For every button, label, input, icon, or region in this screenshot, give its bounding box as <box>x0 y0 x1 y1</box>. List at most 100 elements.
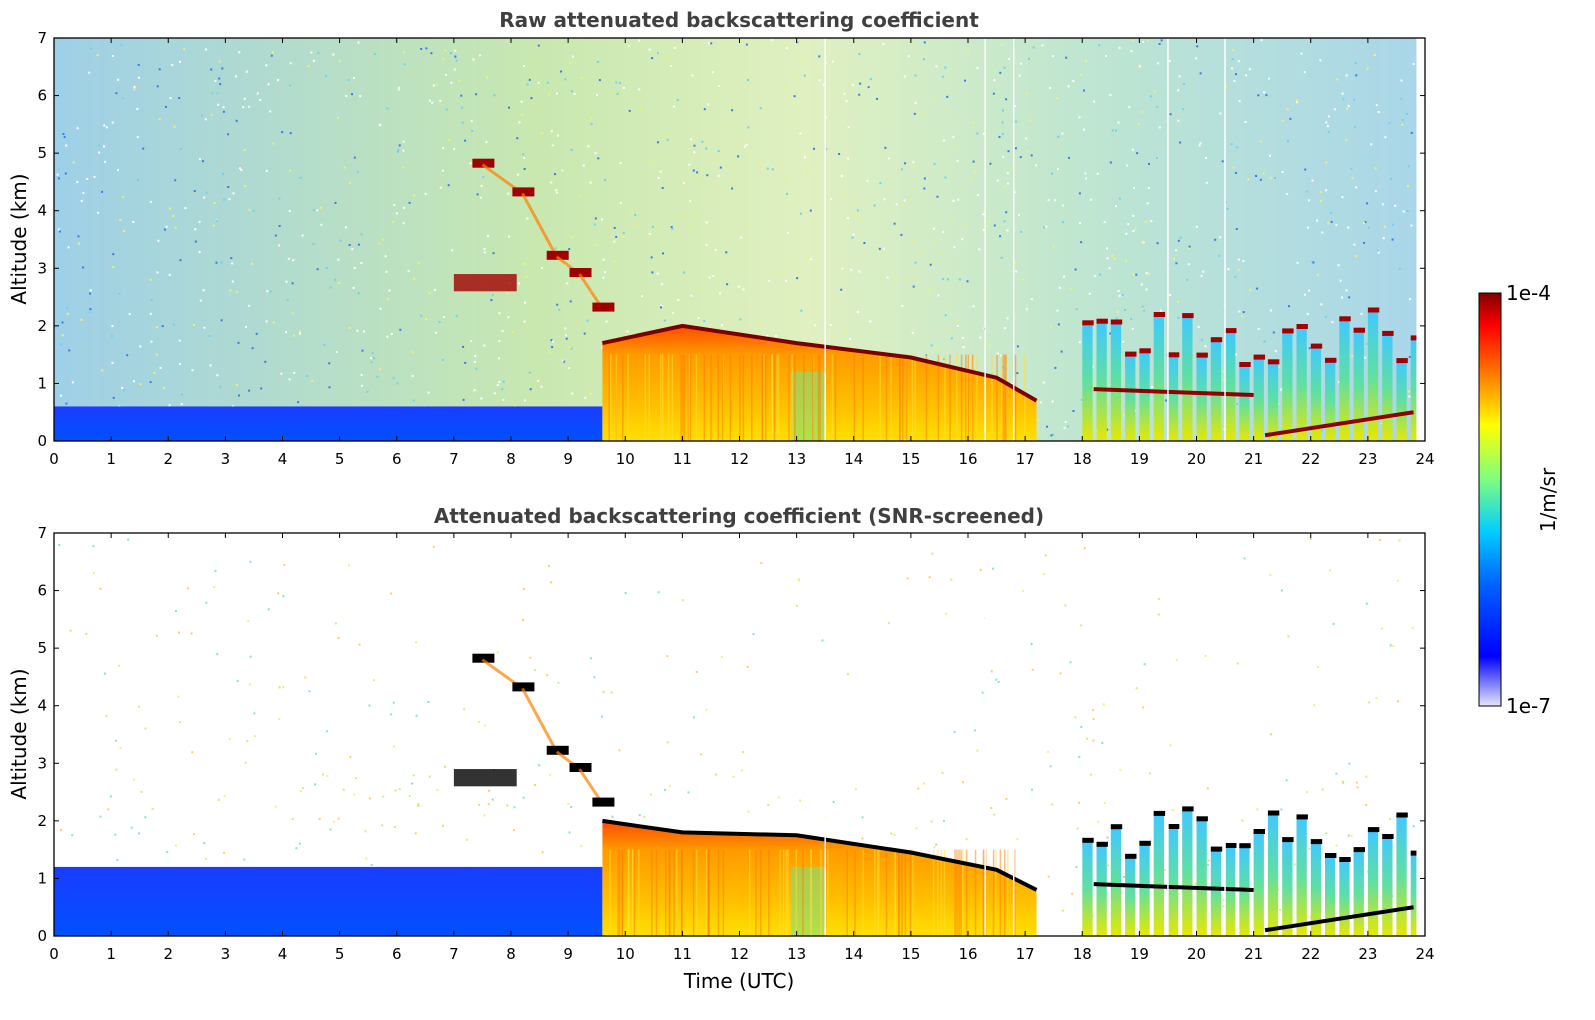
cloud-column <box>1082 323 1093 441</box>
low-cloud-line <box>1093 882 1254 892</box>
cloud-top <box>1139 348 1151 354</box>
x-tick-label: 8 <box>506 945 516 963</box>
cloud-top <box>1353 327 1365 333</box>
y-axis-title: Altitude (km) <box>7 668 31 799</box>
x-tick-label: 14 <box>844 945 863 963</box>
cloud-top <box>1153 810 1166 816</box>
cloud-top <box>1382 330 1394 336</box>
elevated-aerosol-layer <box>453 653 615 807</box>
y-tick-label: 4 <box>37 202 47 220</box>
y-tick-label: 5 <box>37 639 47 657</box>
cloud-top <box>1167 352 1180 358</box>
cloud-top <box>1182 313 1194 319</box>
cloud-column <box>1139 843 1150 936</box>
x-tick-label: 2 <box>163 945 173 963</box>
cloud-column <box>1139 351 1150 441</box>
x-tick-label: 20 <box>1187 450 1206 468</box>
y-tick-label: 5 <box>37 144 47 162</box>
x-tick-label: 21 <box>1244 945 1263 963</box>
cloud-column <box>1167 355 1179 441</box>
x-tick-label: 20 <box>1187 945 1206 963</box>
cloud-top <box>1096 318 1108 324</box>
cloud-column <box>1310 842 1322 936</box>
cloud-top <box>1139 840 1151 846</box>
aerosol-segment <box>472 653 495 663</box>
y-tick-label: 3 <box>37 754 47 772</box>
x-tick-label: 0 <box>49 450 59 468</box>
x-tick-label: 2 <box>163 450 173 468</box>
cloud-column <box>1225 331 1236 441</box>
aerosol-segment <box>453 769 517 787</box>
x-tick-label: 15 <box>901 945 920 963</box>
x-tick-label: 18 <box>1073 945 1092 963</box>
cloud-top <box>1382 834 1394 839</box>
cloud-top <box>1310 839 1323 845</box>
cloud-column <box>1382 333 1393 441</box>
layer-top-line <box>601 323 1038 403</box>
cloud-top <box>1210 846 1223 852</box>
x-tick-label: 11 <box>673 945 692 963</box>
cloud-top <box>1296 814 1308 820</box>
cloud-top <box>1396 358 1408 364</box>
y-tick-label: 1 <box>37 374 47 392</box>
plot-area-screened <box>54 533 1425 936</box>
y-tick-label: 1 <box>37 869 47 887</box>
cloud-column <box>1096 321 1107 441</box>
aerosol-segment <box>546 745 569 755</box>
y-axis-title: Altitude (km) <box>7 173 31 304</box>
cloud-column <box>1296 817 1307 936</box>
axis-ticks: 0 1 2 3 4 5 6 7 8 9 10 11 12 13 14 15 16 17 18 19 20 21 22 23 24… <box>37 29 1434 468</box>
boundary-layer-streaks <box>609 849 1016 936</box>
cloud-top <box>1153 312 1166 317</box>
cloud-column <box>1153 315 1164 441</box>
low-cloud-line <box>1264 410 1414 438</box>
low-cloud-line <box>1264 905 1414 933</box>
x-tick-label: 4 <box>278 450 288 468</box>
cloud-top <box>1125 853 1137 859</box>
cloud-top <box>1267 810 1280 816</box>
cloud-column <box>1125 354 1136 441</box>
colorbar-max-label: 1e-4 <box>1506 281 1551 305</box>
cloud-top <box>1267 359 1280 365</box>
chart-title: Raw attenuated backscattering coefficien… <box>499 8 979 32</box>
x-tick-label: 11 <box>673 450 692 468</box>
cloud-column <box>1353 850 1364 936</box>
x-tick-label: 5 <box>335 450 345 468</box>
y-tick-label: 6 <box>37 582 47 600</box>
aerosol-segment <box>512 682 535 692</box>
cloud-top <box>1239 362 1251 367</box>
x-tick-label: 19 <box>1130 450 1149 468</box>
near-surface-layer <box>54 406 603 441</box>
cloud-column <box>1253 357 1264 441</box>
x-tick-label: 21 <box>1244 450 1263 468</box>
x-tick-label: 10 <box>616 450 635 468</box>
cloud-top <box>1110 824 1123 830</box>
x-tick-label: 8 <box>506 450 516 468</box>
cloud-top <box>1082 320 1094 326</box>
x-axis-title: Time (UTC) <box>683 969 795 993</box>
cloud-top <box>1325 357 1337 363</box>
layer-top-line <box>602 818 1038 892</box>
cloud-column <box>1282 331 1293 441</box>
cloud-top <box>1339 316 1351 322</box>
x-tick-label: 0 <box>49 945 59 963</box>
low-cloud-line <box>1093 387 1254 397</box>
cloud-column <box>1267 813 1279 936</box>
cloud-top <box>1225 328 1237 334</box>
cloud-column <box>1325 856 1336 936</box>
aerosol-trail <box>521 687 559 753</box>
x-tick-label: 17 <box>1016 945 1035 963</box>
cloud-top <box>1096 841 1108 847</box>
cloud-column <box>1396 815 1407 936</box>
cloud-column <box>1339 860 1350 936</box>
aerosol-segment <box>512 187 535 197</box>
chart-title: Attenuated backscattering coefficient (S… <box>434 504 1044 528</box>
x-tick-label: 6 <box>392 945 402 963</box>
cloud-column <box>1410 338 1421 441</box>
cloud-segments <box>1082 307 1423 441</box>
cloud-top <box>1339 857 1351 862</box>
cloud-top <box>1082 837 1094 843</box>
cloud-segments <box>1082 806 1423 936</box>
cloud-column <box>1210 849 1222 936</box>
cloud-column <box>1339 319 1350 441</box>
